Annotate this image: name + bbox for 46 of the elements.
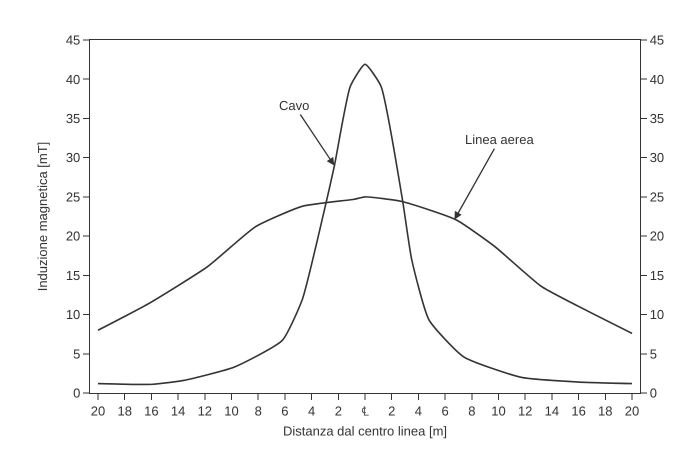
x-tick-label: 8 [468,404,476,419]
x-tick-label: 2 [334,404,342,419]
x-tick-label: 12 [198,404,212,419]
x-tick-label: 2 [388,404,396,419]
x-tick-label: 16 [571,404,586,419]
x-tick-label: 12 [518,404,532,419]
y2-tick-label: 20 [650,228,664,244]
y-axis-title: Induzione magnetica [mT] [34,142,50,292]
y-tick-label: 20 [66,228,80,244]
annotation: Linea aerea [465,132,534,147]
y2-tick-label: 35 [650,110,664,126]
x-tick-label: 14 [544,404,560,419]
x-tick-label: 6 [281,404,289,419]
y-tick-label: 10 [66,307,80,322]
y-tick-label: 40 [66,72,80,87]
y2-tick-label: 40 [650,72,664,87]
x-tick-label: 6 [441,404,449,419]
x-tick-label: 20 [624,404,640,419]
x-tick-label: 4 [308,404,316,419]
y-tick-label: 25 [66,189,80,204]
y2-tick-label: 0 [650,386,657,401]
x-tick-label: 10 [491,404,506,419]
annotation: Cavo [279,98,310,113]
x-tick-label: 18 [598,404,613,419]
y-tick-label: 5 [73,346,80,362]
y2-tick-label: 5 [650,346,657,362]
x-tick-label: ℄ [362,404,370,419]
x-axis-title: Distanza dal centro linea [m] [282,423,448,438]
y-tick-label: 15 [66,268,80,283]
x-tick-label: 14 [170,404,186,419]
y2-tick-label: 30 [650,150,664,166]
x-tick-label: 16 [144,404,159,419]
y-tick-label: 30 [66,150,80,166]
y2-tick-label: 15 [650,268,664,283]
y2-tick-label: 25 [650,189,664,204]
x-tick-label: 10 [224,404,239,419]
y-tick-label: 0 [73,386,80,401]
line-series [97,64,633,386]
y-tick-label: 45 [66,32,80,48]
y2-tick-label: 45 [650,32,664,48]
x-tick-label: 18 [117,404,132,419]
y2-tick-label: 10 [650,307,664,322]
x-tick-label: 20 [90,404,106,419]
x-tick-label: 4 [414,404,422,419]
y-tick-label: 35 [66,110,80,126]
x-tick-label: 8 [254,404,262,419]
